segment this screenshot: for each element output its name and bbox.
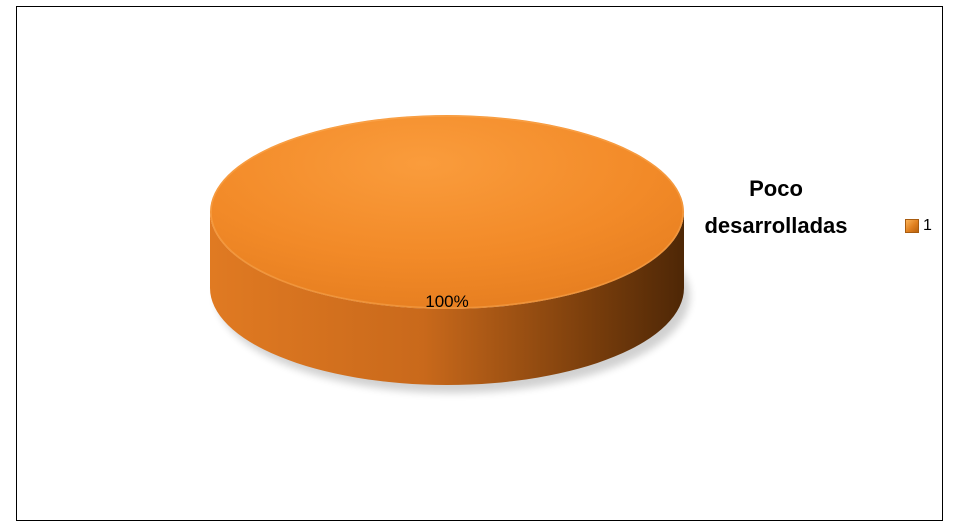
chart-title-line-1: Poco [749,176,803,201]
legend: 1 [905,217,932,235]
legend-swatch [905,219,919,233]
slice-data-label: 100% [425,292,469,311]
chart-title: Poco desarrolladas [676,170,876,244]
legend-label: 1 [923,217,932,234]
chart-title-line-2: desarrolladas [704,213,848,238]
pie-slice-side [210,212,684,385]
pie-slice [210,115,684,309]
pie-slice-rim [210,115,684,309]
